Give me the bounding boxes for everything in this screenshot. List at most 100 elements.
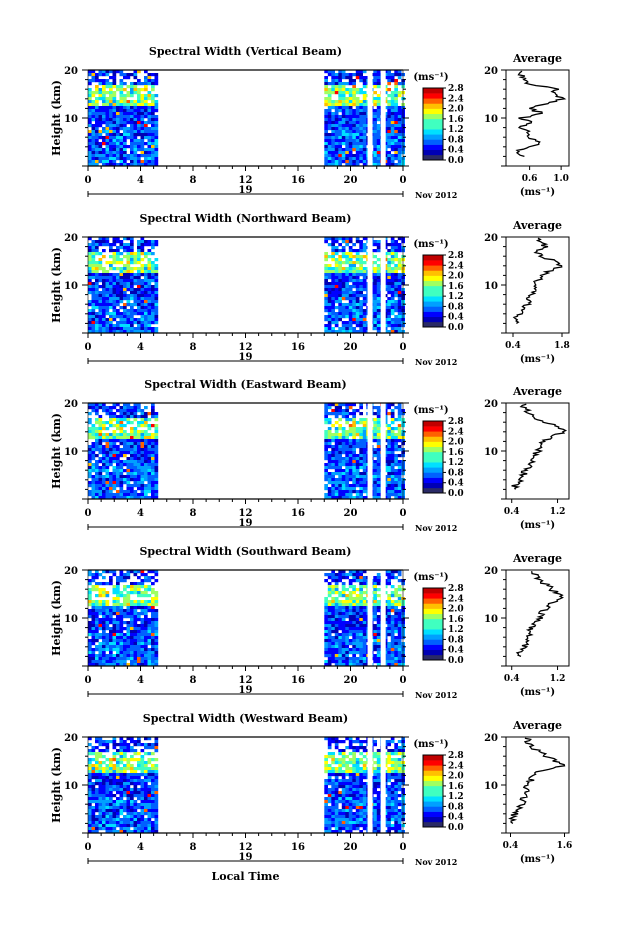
heatmap-cell	[331, 657, 335, 661]
heatmap-cell	[133, 127, 138, 131]
heatmap-cell	[345, 660, 349, 664]
heatmap-cell	[154, 148, 159, 152]
heatmap-cell	[105, 406, 110, 410]
heatmap-cell	[123, 73, 127, 77]
heatmap-cell	[341, 627, 346, 631]
heatmap-cell	[126, 478, 131, 482]
heatmap-cell	[98, 148, 103, 152]
heatmap-cell	[387, 493, 391, 497]
heatmap-cell	[338, 70, 342, 74]
heatmap-cell	[144, 439, 148, 443]
heatmap-cell	[130, 472, 134, 476]
heatmap-cell	[126, 633, 131, 637]
heatmap-cell	[102, 109, 106, 113]
heatmap-cell	[376, 627, 381, 631]
heatmap-cell	[355, 315, 360, 319]
heatmap-cell	[147, 454, 152, 458]
heatmap-cell	[397, 490, 402, 494]
heatmap-cell	[126, 276, 131, 280]
heatmap-cell	[116, 481, 120, 485]
heatmap-cell	[140, 627, 145, 631]
heatmap-cell	[88, 330, 92, 334]
heatmap-cell	[98, 273, 103, 277]
heatmap-cell	[355, 309, 360, 313]
heatmap-cell	[109, 487, 113, 491]
heatmap-cell	[112, 243, 117, 247]
colorbar-tick-label: 0.8	[448, 135, 464, 145]
heatmap-cell	[359, 570, 363, 574]
heatmap-cell	[387, 94, 391, 98]
heatmap-cell	[394, 279, 398, 283]
heatmap-cell	[334, 100, 339, 104]
heatmap-cell	[390, 645, 395, 649]
heatmap-cell	[397, 409, 402, 413]
heatmap-cell	[95, 139, 99, 143]
heatmap-cell	[130, 585, 134, 589]
heatmap-cell	[144, 315, 148, 319]
heatmap-cell	[98, 324, 103, 328]
heatmap-cell	[390, 324, 395, 328]
heatmap-cell	[331, 163, 335, 167]
heatmap-cell	[345, 606, 349, 610]
colorbar-tick-label: 0.0	[448, 156, 464, 166]
heatmap-cell	[348, 496, 353, 500]
heatmap-cell	[331, 148, 335, 152]
heatmap-cell	[154, 472, 159, 476]
heatmap-cell	[331, 279, 335, 283]
heatmap-cell	[376, 615, 381, 619]
heatmap-cell	[334, 618, 339, 622]
heatmap-cell	[137, 636, 141, 640]
heatmap-cell	[373, 285, 377, 289]
heatmap-cell	[88, 321, 92, 325]
heatmap-cell	[98, 618, 103, 622]
heatmap-cell	[334, 403, 339, 407]
heatmap-cell	[352, 636, 356, 640]
heatmap-cell	[373, 648, 377, 652]
heatmap-cell	[102, 487, 106, 491]
heatmap-cell	[98, 112, 103, 116]
heatmap-cell	[376, 276, 381, 280]
heatmap-cell	[324, 118, 328, 122]
heatmap-cell	[345, 243, 349, 247]
heatmap-cell	[140, 439, 145, 443]
heatmap-cell	[144, 264, 148, 268]
heatmap-cell	[394, 487, 398, 491]
heatmap-cell	[88, 427, 92, 431]
heatmap-cell	[137, 624, 141, 628]
heatmap-cell	[376, 424, 381, 428]
heatmap-cell	[95, 630, 99, 634]
heatmap-cell	[137, 154, 141, 158]
heatmap-cell	[109, 475, 113, 479]
heatmap-cell	[151, 439, 155, 443]
y-tick-label: 10	[64, 447, 78, 458]
heatmap-cell	[352, 303, 356, 307]
heatmap-cell	[355, 237, 360, 241]
heatmap-cell	[95, 645, 99, 649]
heatmap-cell	[341, 618, 346, 622]
heatmap-cell	[147, 145, 152, 149]
heatmap-cell	[147, 624, 152, 628]
heatmap-cell	[147, 651, 152, 655]
heatmap-cell	[338, 648, 342, 652]
heatmap-cell	[109, 436, 113, 440]
heatmap-cell	[130, 249, 134, 253]
heatmap-cell	[151, 270, 155, 274]
heatmap-cell	[144, 448, 148, 452]
heatmap-cell	[390, 615, 395, 619]
heatmap-cell	[123, 267, 127, 271]
heatmap-cell	[338, 657, 342, 661]
colorbar-segment	[423, 472, 443, 478]
heatmap-cell	[352, 85, 356, 89]
heatmap-cell	[331, 88, 335, 92]
heatmap-cell	[151, 124, 155, 128]
heatmap-cell	[390, 76, 395, 80]
heatmap-cell	[355, 73, 360, 77]
heatmap-cell	[123, 639, 127, 643]
heatmap-cell	[95, 475, 99, 479]
x-tick-label: 16	[291, 508, 305, 519]
colorbar-tick-label: 2.0	[448, 105, 464, 115]
heatmap-cell	[341, 73, 346, 77]
heatmap-cell	[119, 460, 124, 464]
heatmap-cell	[334, 124, 339, 128]
heatmap-cell	[394, 133, 398, 137]
